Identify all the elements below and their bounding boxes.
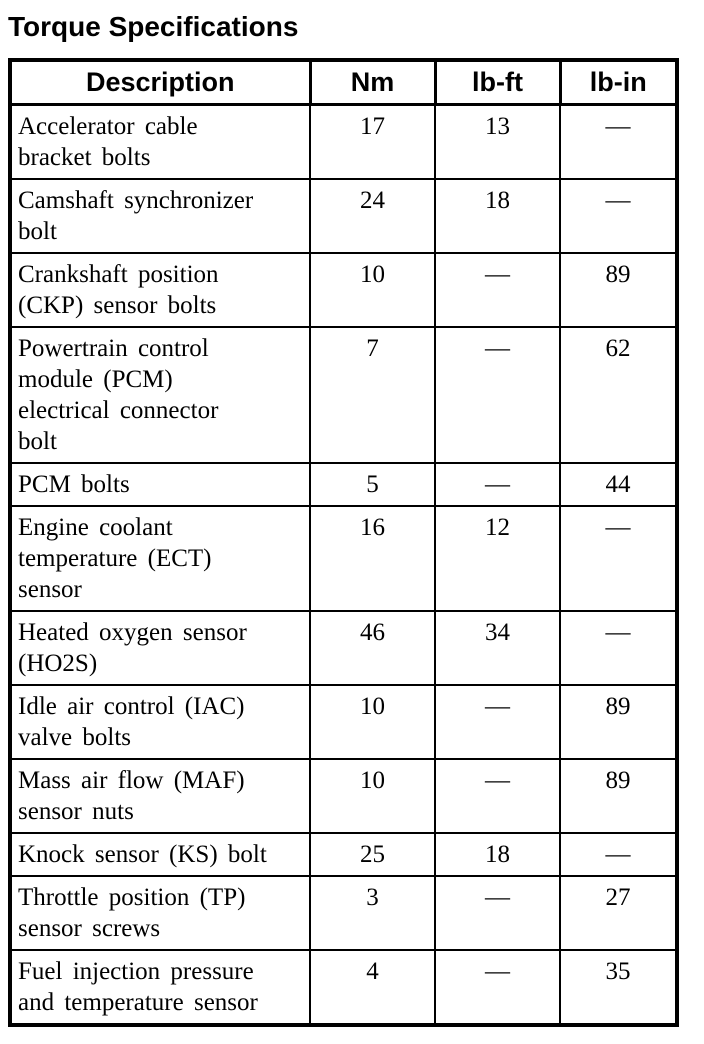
nm-cell: 5	[309, 462, 436, 507]
column-header-lb-in: lb-in	[558, 58, 679, 106]
lb-in-cell: —	[559, 505, 678, 612]
nm-cell: 24	[309, 178, 436, 254]
nm-cell: 17	[309, 103, 436, 180]
nm-cell: 16	[309, 505, 436, 612]
table-row: PCM bolts 5—44	[9, 462, 678, 507]
description-cell: PCM bolts	[9, 462, 311, 507]
description-cell: Idle air control (IAC) valve bolts	[9, 684, 311, 760]
lb-ft-cell: 18	[434, 178, 561, 254]
lb-in-cell: 89	[559, 684, 678, 760]
description-cell: Mass air flow (MAF) sensor nuts	[9, 758, 311, 834]
description-cell: Powertrain control module (PCM) electric…	[9, 326, 311, 464]
table-row: Powertrain control module (PCM) electric…	[9, 326, 678, 464]
table-row: Camshaft synchronizer bolt 24 18—	[9, 178, 678, 254]
table-row: Throttle position (TP) sensor screws 3—27	[9, 875, 678, 951]
nm-cell: 7	[309, 326, 436, 464]
description-cell: Crankshaft position (CKP) sensor bolts	[9, 252, 311, 328]
lb-in-cell: 35	[559, 949, 678, 1026]
column-header-description: Description	[8, 58, 312, 106]
lb-ft-cell: 34	[434, 610, 561, 686]
table-row: Idle air control (IAC) valve bolts 10—89	[9, 684, 678, 760]
table-row: Knock sensor (KS) bolt 25 18—	[9, 832, 678, 877]
column-header-lb-ft: lb-ft	[433, 58, 562, 106]
page-title: Torque Specifications	[8, 11, 299, 42]
nm-cell: 3	[309, 875, 436, 951]
lb-in-cell: —	[559, 832, 678, 877]
lb-in-cell: 89	[559, 252, 678, 328]
lb-ft-cell: 13	[434, 103, 561, 180]
nm-cell: 25	[309, 832, 436, 877]
column-header-nm: Nm	[308, 58, 437, 106]
table-row: Fuel injection pressure and temperature …	[9, 949, 678, 1026]
table-row: Crankshaft position (CKP) sensor bolts 10…	[9, 252, 678, 328]
table-row: Accelerator cable bracket bolts 17 13—	[9, 103, 678, 180]
lb-in-cell: —	[559, 178, 678, 254]
description-cell: Accelerator cable bracket bolts	[9, 103, 311, 180]
table-header-row: Description Nm lb-ft lb-in	[8, 58, 679, 106]
lb-ft-cell: 12	[434, 505, 561, 612]
lb-ft-cell: —	[434, 875, 561, 951]
description-cell: Engine coolant temperature (ECT) sensor	[9, 505, 311, 612]
lb-ft-cell: —	[434, 949, 561, 1026]
lb-ft-cell: —	[434, 758, 561, 834]
nm-cell: 4	[309, 949, 436, 1026]
nm-cell: 46	[309, 610, 436, 686]
lb-in-cell: 44	[559, 462, 678, 507]
lb-in-cell: 62	[559, 326, 678, 464]
lb-ft-cell: —	[434, 326, 561, 464]
lb-ft-cell: 18	[434, 832, 561, 877]
table-row: Mass air flow (MAF) sensor nuts 10—89	[9, 758, 678, 834]
table-row: Heated oxygen sensor (HO2S) 46 34—	[9, 610, 678, 686]
nm-cell: 10	[309, 758, 436, 834]
lb-in-cell: 89	[559, 758, 678, 834]
table-row: Engine coolant temperature (ECT) sensor 1…	[9, 505, 678, 612]
description-cell: Fuel injection pressure and temperature …	[9, 949, 311, 1026]
description-cell: Camshaft synchronizer bolt	[9, 178, 311, 254]
lb-in-cell: 27	[559, 875, 678, 951]
lb-in-cell: —	[559, 103, 678, 180]
description-cell: Heated oxygen sensor (HO2S)	[9, 610, 311, 686]
description-cell: Throttle position (TP) sensor screws	[9, 875, 311, 951]
lb-ft-cell: —	[434, 462, 561, 507]
lb-ft-cell: —	[434, 684, 561, 760]
lb-ft-cell: —	[434, 252, 561, 328]
table-body: Accelerator cable bracket bolts 17 13— Cams…	[9, 103, 678, 1026]
nm-cell: 10	[309, 684, 436, 760]
torque-specifications-table: Description Nm lb-ft lb-in Accelerator c…	[8, 58, 679, 1027]
description-cell: Knock sensor (KS) bolt	[9, 832, 311, 877]
lb-in-cell: —	[559, 610, 678, 686]
nm-cell: 10	[309, 252, 436, 328]
